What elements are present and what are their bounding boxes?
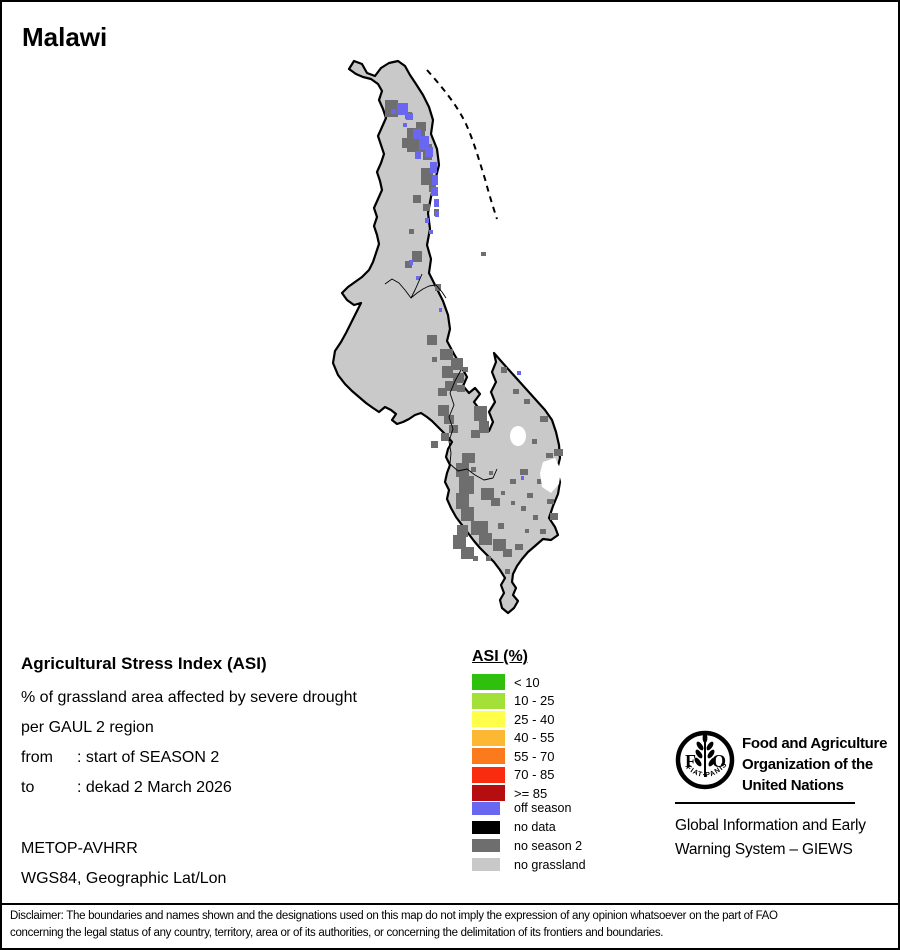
to-label: to <box>21 779 35 796</box>
admin-boundaries <box>384 273 498 481</box>
asi-legend: ASI (%) < 10 10 - 25 25 - 40 40 - 55 55 - 70… <box>472 648 554 803</box>
legend-swatch <box>472 839 500 853</box>
season-legend: off season no data no season 2 no grassland <box>472 799 586 874</box>
brand-divider <box>675 802 855 804</box>
fao-logo-letter-f: F <box>685 751 696 771</box>
legend-swatch <box>472 674 505 691</box>
asi-description-line2: per GAUL 2 region <box>21 719 154 736</box>
legend-label: 55 - 70 <box>514 748 555 764</box>
legend-swatch <box>472 692 505 709</box>
disclaimer-text: Disclaimer: The boundaries and names sho… <box>10 910 778 939</box>
disclaimer-divider <box>2 903 898 905</box>
fao-logo-letter-o: O <box>712 751 726 771</box>
asi-description-line1: % of grassland area affected by severe d… <box>21 689 357 706</box>
legend-label: no grassland <box>514 857 586 872</box>
asi-heading: Agricultural Stress Index (ASI) <box>21 654 267 673</box>
legend-label: no data <box>514 820 556 835</box>
legend-label: < 10 <box>514 674 540 690</box>
country-outline <box>331 59 562 615</box>
asi-legend-rows: < 10 10 - 25 25 - 40 40 - 55 55 - 70 70 - 85 >… <box>472 673 554 803</box>
to-value: : dekad 2 March 2026 <box>77 779 232 796</box>
legend-row: 55 - 70 <box>472 747 554 766</box>
legend-row: < 10 <box>472 673 554 692</box>
legend-row: >= 85 <box>472 784 554 803</box>
legend-heading: ASI (%) <box>472 648 528 665</box>
projection-name: WGS84, Geographic Lat/Lon <box>21 870 227 887</box>
giews-name: Global Information and Early Warning Sys… <box>675 817 866 858</box>
fao-org-name: Food and Agriculture Organization of the… <box>742 735 888 794</box>
lake-malombe <box>510 426 526 446</box>
lake-chilwa <box>540 458 561 493</box>
legend-label: >= 85 <box>514 785 548 801</box>
legend-row: no data <box>472 818 586 837</box>
legend-swatch <box>472 820 500 834</box>
legend-row: no season 2 <box>472 837 586 856</box>
from-label: from <box>21 749 53 766</box>
legend-row: off season <box>472 799 586 818</box>
sensor-name: METOP-AVHRR <box>21 840 138 857</box>
legend-label: 10 - 25 <box>514 693 555 709</box>
off-season-patches <box>391 103 524 480</box>
legend-swatch <box>472 801 500 815</box>
legend-label: 70 - 85 <box>514 767 555 783</box>
period-from-row: from : start of SEASON 2 <box>21 749 219 767</box>
legend-swatch <box>472 858 500 872</box>
legend-label: no season 2 <box>514 838 583 853</box>
legend-row: 25 - 40 <box>472 710 554 729</box>
page-title: Malawi <box>22 22 108 52</box>
legend-swatch <box>472 729 505 746</box>
legend-label: off season <box>514 801 572 816</box>
legend-row: 70 - 85 <box>472 766 554 785</box>
legend-swatch <box>472 711 505 728</box>
legend-swatch <box>472 785 505 802</box>
legend-label: 40 - 55 <box>514 730 555 746</box>
from-value: : start of SEASON 2 <box>77 749 220 766</box>
legend-row: 10 - 25 <box>472 692 554 711</box>
legend-swatch <box>472 748 505 765</box>
lake-boundary-dashed-line <box>426 69 498 220</box>
legend-row: 40 - 55 <box>472 729 554 748</box>
fao-logo: F O FIAT·PANIS <box>675 730 735 790</box>
wheat-ear-icon <box>694 733 716 777</box>
legend-swatch <box>472 766 505 783</box>
period-to-row: to : dekad 2 March 2026 <box>21 779 232 797</box>
legend-row: no grassland <box>472 855 586 874</box>
legend-label: 25 - 40 <box>514 711 555 727</box>
